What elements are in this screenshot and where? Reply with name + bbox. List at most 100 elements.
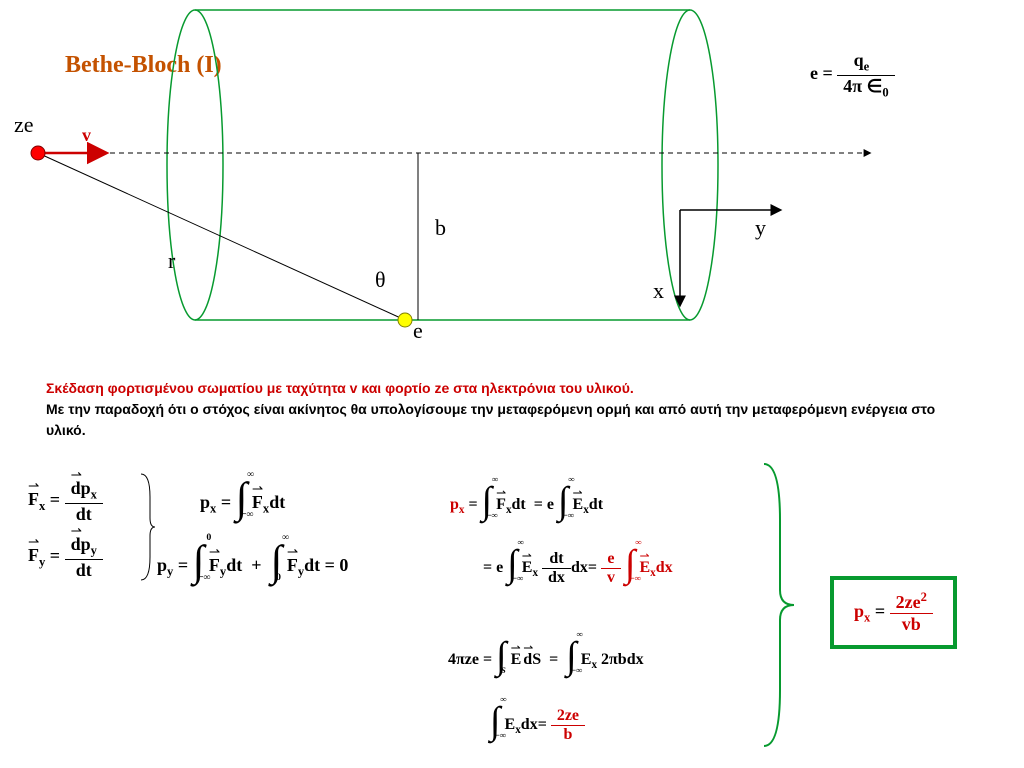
dtdx-n: dt [542, 550, 571, 569]
description-line1: Σκέδαση φορτισμένου σωματίου με ταχύτητα… [46, 380, 634, 396]
dx2: dx [656, 559, 673, 576]
int7-t: ∞ [635, 537, 641, 547]
dtdx-d: dx [542, 569, 571, 587]
Ev5: E [573, 496, 584, 513]
px-sym: p [200, 492, 210, 512]
cylinder-right-back [662, 10, 690, 320]
label-v: v [82, 125, 91, 146]
projectile-particle [31, 146, 45, 160]
dpy-sub: y [91, 544, 97, 558]
dx1: dx [571, 559, 588, 576]
pxr: p [450, 496, 459, 513]
eq-int-Ex: ∫ ∞ −∞ Exdx= 2ze b [490, 695, 585, 744]
e4: e [547, 496, 554, 513]
pxr-sub: x [459, 504, 465, 516]
pxr-eq: = [469, 496, 482, 513]
label-r: r [168, 248, 175, 274]
rn: 2ze [551, 707, 585, 726]
int10-t: ∞ [500, 694, 506, 704]
iEx: E [505, 716, 516, 733]
res-ps: x [864, 610, 870, 624]
py-eq: = [178, 555, 193, 575]
Fx-eq: = [50, 489, 65, 509]
rd: b [551, 726, 585, 744]
int3-top: ∞ [282, 532, 289, 543]
Fy-sub: y [39, 555, 45, 569]
cylinder-left-cap [167, 10, 223, 320]
int10-b: −∞ [495, 730, 506, 740]
res-eq: = [875, 601, 890, 621]
Fx-sub: x [39, 499, 45, 513]
label-y: y [755, 215, 766, 241]
dpy: dp [71, 534, 91, 554]
Fy2-dt: dt [304, 555, 320, 575]
Ev6: E [522, 559, 533, 576]
Fv4dt: dt [512, 496, 526, 513]
eq-py-zero: py = ∫ 0 −∞ Fydt + ∫ ∞ 0 Fydt = 0 [157, 533, 348, 582]
label-ze: ze [14, 112, 34, 138]
int3-bot: 0 [276, 572, 281, 583]
cylinder-diagram [0, 0, 1024, 360]
ev-n: e [601, 550, 621, 569]
dpx: dp [71, 478, 91, 498]
res-den: vb [890, 614, 933, 635]
Ev7: E [640, 559, 651, 576]
label-theta: θ [375, 267, 386, 293]
Ev5dt: dt [589, 496, 603, 513]
label-e: e [413, 318, 423, 344]
target-electron [398, 313, 412, 327]
Fy2-F: F [287, 555, 298, 575]
description-text: Σκέδαση φορτισμένου σωματίου με ταχύτητα… [46, 378, 976, 441]
int4-t: ∞ [492, 474, 498, 484]
Ev6s: x [532, 567, 538, 579]
dt1: dt [65, 504, 103, 525]
r-line [38, 153, 405, 320]
Fy1-F: F [209, 555, 220, 575]
eq-px-expand: px = ∫ ∞ −∞ Fxdt = e ∫ ∞ −∞ Exdt [450, 475, 603, 519]
Fxdt-dt: dt [269, 492, 285, 512]
eq-Fy-def: Fy = dpy dt [28, 534, 103, 581]
ev-d: v [601, 569, 621, 587]
py-sub: y [167, 565, 173, 579]
result-box: px = 2ze2 vb [830, 576, 957, 649]
eq-px-integral: px = ∫ ∞ −∞ Fxdt [200, 470, 285, 519]
Fy1-dt: dt [226, 555, 242, 575]
dt2: dt [65, 560, 103, 581]
res-num: 2ze [896, 592, 921, 612]
dpx-sub: x [91, 488, 97, 502]
iExdx: dx= [521, 716, 547, 733]
px-eq: = [221, 492, 236, 512]
eq-px-subst: = e ∫ ∞ −∞ Ex dt dx dx= e v ∫ ∞ −∞ Exdx [483, 538, 673, 587]
g-2pibdx: 2πbdx [597, 651, 644, 668]
int2-top: 0 [206, 532, 211, 543]
Fv4: F [496, 496, 506, 513]
int9-t: ∞ [577, 629, 583, 639]
label-b: b [435, 215, 446, 241]
eq-Fx-def: Fx = dpx dt [28, 478, 103, 525]
Fy-sym: F [28, 545, 39, 565]
py-sym: p [157, 555, 167, 575]
right-brace-icon [760, 460, 800, 750]
py-tail: = 0 [325, 555, 349, 575]
Fy-eq: = [50, 545, 65, 565]
label-x: x [653, 278, 664, 304]
e5: e [496, 559, 503, 576]
g-Ex: E [581, 651, 592, 668]
eq-gauss: 4πze = ∫ S EdS = ∫ ∞ −∞ Ex 2πbdx [448, 630, 644, 674]
g-lhs: 4πze = [448, 651, 496, 668]
res-p: p [854, 601, 864, 621]
int5-t: ∞ [568, 474, 574, 484]
g-E: E [511, 651, 522, 668]
res-sq: 2 [921, 590, 927, 604]
Fx-sym: F [28, 489, 39, 509]
int1-top: ∞ [247, 469, 254, 480]
int6-t: ∞ [518, 537, 524, 547]
description-line2: Με την παραδοχή ότι ο στόχος είναι ακίνη… [46, 401, 935, 438]
int8-S: S [501, 665, 506, 675]
g-dS: S [532, 651, 541, 668]
int9-b: −∞ [571, 665, 582, 675]
left-brace-icon [135, 472, 159, 582]
px-sub: x [210, 502, 216, 516]
Fxdt-F: F [252, 492, 263, 512]
cylinder-right-front [690, 10, 718, 320]
